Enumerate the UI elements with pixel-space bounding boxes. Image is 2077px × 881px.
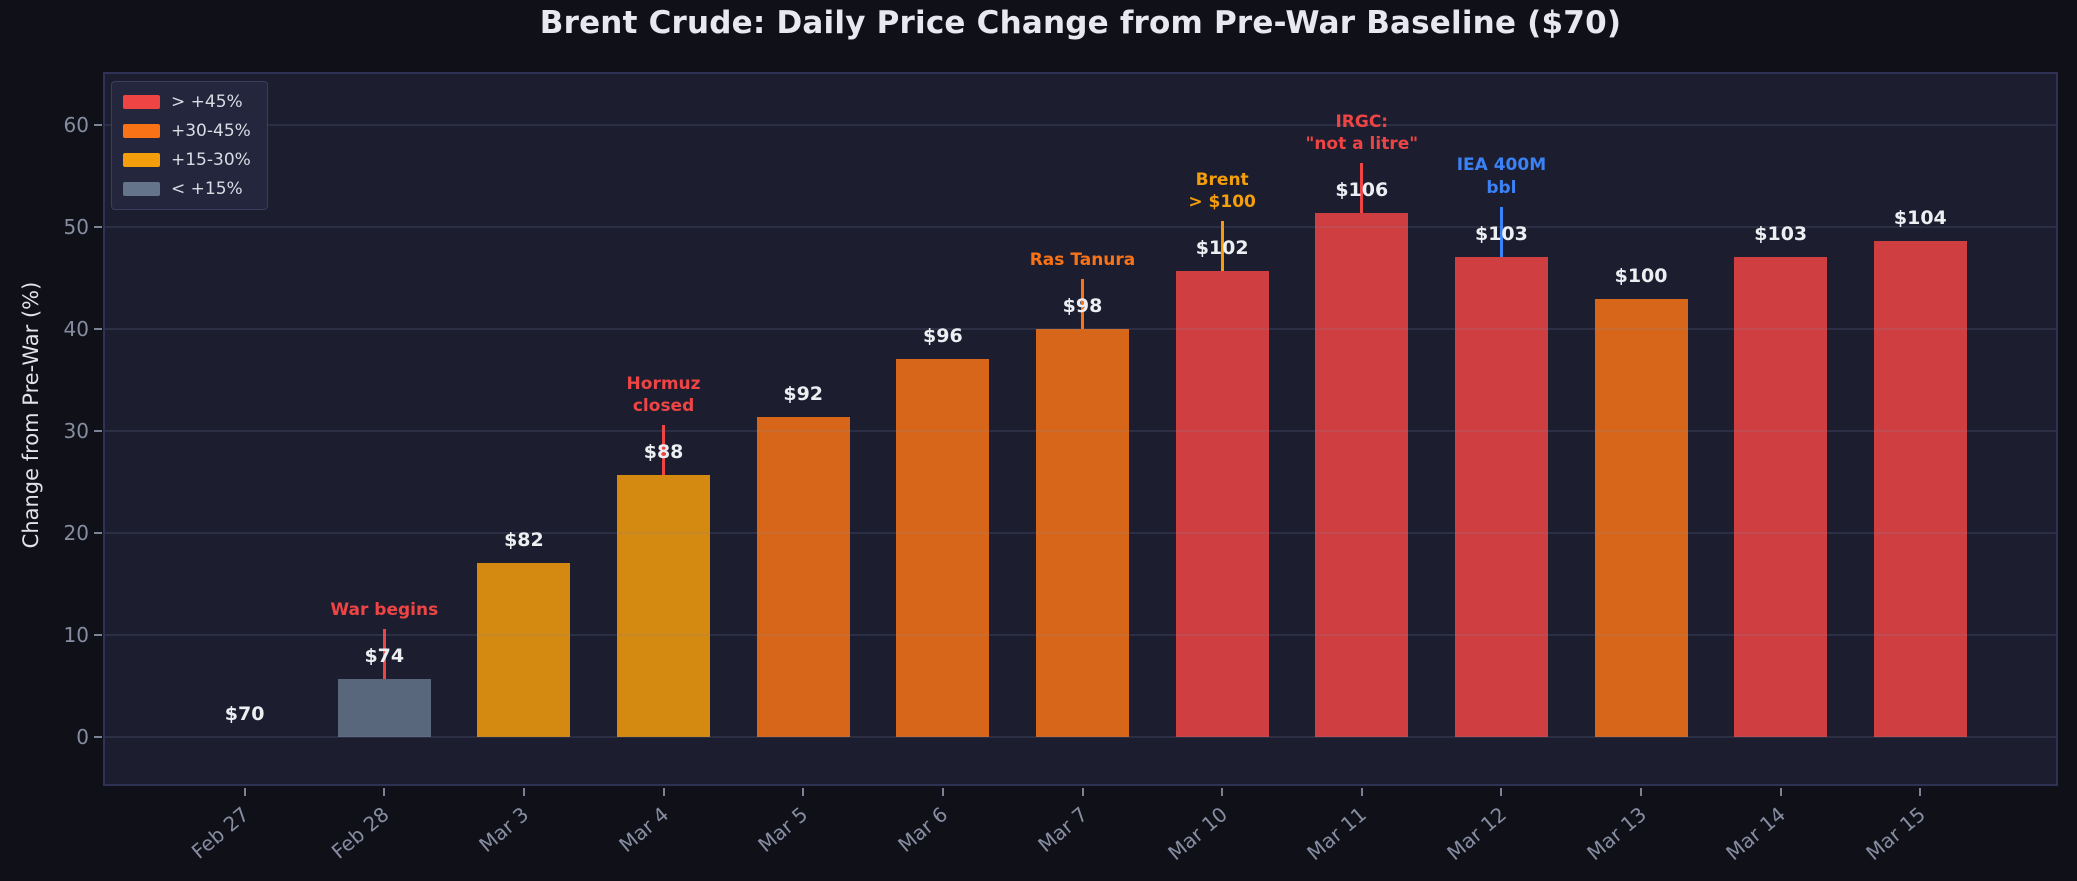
bar-mar-11 [1315, 212, 1409, 737]
bar-value-label: $100 [1614, 265, 1668, 288]
bar-value-label: $106 [1335, 178, 1389, 201]
bar-value-label: $82 [504, 528, 544, 551]
x-tick-label: Feb 27 [187, 802, 255, 864]
bar-mar-3 [477, 562, 571, 737]
x-tick-label: Mar 10 [1162, 802, 1232, 866]
y-tick-label: 20 [63, 521, 89, 545]
x-tick-mark [1081, 788, 1084, 796]
y-tick-mark [94, 634, 102, 636]
x-tick-mark [383, 788, 386, 796]
x-tick-mark [662, 788, 665, 796]
annotation-line [1220, 220, 1224, 271]
chart-legend: > +45% +30-45% +15-30% < +15% [111, 81, 268, 210]
x-tick-mark [1640, 788, 1643, 796]
event-annotation: IEA 400M bbl [1456, 155, 1547, 198]
bar-value-label: $74 [364, 644, 405, 667]
annotation-line [1360, 162, 1364, 213]
bar-mar-13 [1594, 299, 1688, 737]
annotation-line [382, 628, 386, 679]
y-tick-label: 50 [63, 215, 89, 239]
y-tick-label: 30 [63, 419, 89, 443]
x-tick-mark [1221, 788, 1224, 796]
bar-mar-4 [617, 474, 711, 737]
x-tick-mark [1779, 788, 1782, 796]
x-tick-mark [243, 788, 246, 796]
x-tick-label: Mar 4 [614, 802, 674, 857]
y-axis-label: Change from Pre-War (%) [19, 281, 43, 549]
y-tick-mark [94, 532, 102, 534]
bar-value-label: $103 [1474, 222, 1528, 245]
legend-label: > +45% [171, 92, 243, 112]
x-tick-label: Mar 13 [1581, 802, 1651, 866]
x-tick-mark [1500, 788, 1503, 796]
x-tick-label: Mar 15 [1861, 802, 1930, 866]
gridline-60 [105, 124, 2056, 126]
y-tick-mark [94, 430, 102, 432]
legend-item: < +15% [123, 179, 251, 199]
event-annotation: Brent > $100 [1188, 169, 1256, 212]
x-tick-mark [1360, 788, 1363, 796]
plot-area: > +45% +30-45% +15-30% < +15% $70 $74 $82 $88 $… [64, 72, 2058, 865]
x-tick-label: Mar 5 [753, 802, 813, 857]
bar-value-label: $103 [1754, 222, 1808, 245]
x-tick-label: Feb 28 [326, 802, 394, 864]
x-tick-mark [1919, 788, 1922, 796]
x-tick-label: Mar 7 [1032, 802, 1092, 857]
bar-value-label: $88 [643, 440, 684, 463]
x-tick-mark [802, 788, 805, 796]
x-tick-mark [941, 788, 944, 796]
y-tick-mark [94, 226, 102, 228]
event-annotation: War begins [330, 599, 439, 620]
bar-mar-12 [1454, 256, 1548, 737]
bar-mar-7 [1036, 329, 1129, 737]
y-tick-mark [94, 124, 102, 126]
bar-mar-15 [1873, 241, 1967, 737]
bar-value-label: $96 [923, 324, 963, 347]
legend-label: +15-30% [171, 150, 251, 170]
annotation-line [1499, 206, 1503, 257]
legend-swatch [123, 124, 160, 138]
legend-label: +30-45% [171, 121, 251, 141]
x-tick-label: Mar 3 [474, 802, 534, 857]
bar-value-label: $98 [1062, 295, 1103, 317]
legend-label: < +15% [171, 179, 243, 199]
legend-item: +30-45% [123, 121, 251, 141]
x-tick-label: Mar 12 [1442, 802, 1511, 866]
y-tick-label: 60 [63, 113, 89, 137]
legend-swatch [123, 182, 160, 196]
legend-item: > +45% [123, 92, 251, 112]
legend-swatch [123, 95, 160, 109]
bar-value-label: $104 [1893, 207, 1947, 230]
legend-item: +15-30% [123, 150, 251, 170]
event-annotation: Hormuz closed [626, 373, 701, 416]
legend-swatch [123, 153, 160, 167]
x-tick-label: Mar 6 [893, 802, 953, 857]
bar-value-label: $102 [1195, 236, 1249, 259]
bar-mar-5 [756, 416, 850, 737]
bar-mar-6 [896, 358, 990, 737]
event-annotation: Ras Tanura [1029, 249, 1136, 270]
y-tick-mark [94, 736, 102, 738]
x-tick-label: Mar 11 [1302, 802, 1372, 866]
y-tick-label: 0 [76, 725, 89, 749]
x-tick-label: Mar 14 [1721, 802, 1791, 866]
y-tick-mark [94, 328, 102, 330]
annotation-line [1081, 279, 1084, 329]
bar-value-label: $70 [224, 703, 265, 725]
y-tick-label: 10 [63, 623, 89, 647]
bar-mar-14 [1734, 256, 1828, 737]
bar-value-label: $92 [783, 382, 824, 405]
bar-mar-10 [1175, 270, 1269, 737]
event-annotation: IRGC: "not a litre" [1305, 111, 1419, 154]
bar-feb-28 [337, 678, 431, 737]
chart-title: Brent Crude: Daily Price Change from Pre… [539, 5, 1622, 41]
annotation-line [662, 424, 666, 475]
y-tick-label: 40 [63, 317, 89, 341]
x-tick-mark [522, 788, 525, 796]
